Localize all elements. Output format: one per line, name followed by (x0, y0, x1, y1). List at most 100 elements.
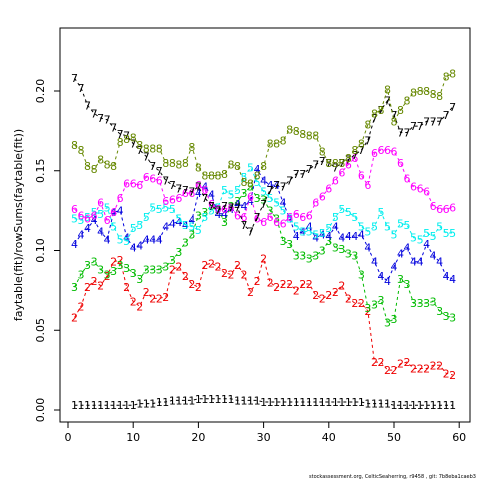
data-point-6: 6 (351, 152, 358, 165)
data-point-7: 7 (156, 165, 163, 178)
data-point-3: 3 (234, 195, 241, 208)
data-point-1: 1 (377, 398, 384, 411)
data-point-6: 6 (247, 190, 254, 203)
data-point-8: 8 (430, 88, 437, 101)
data-point-6: 6 (377, 144, 384, 157)
data-point-4: 4 (84, 222, 91, 235)
data-point-3: 3 (371, 299, 378, 312)
data-point-6: 6 (91, 209, 98, 222)
data-point-5: 5 (247, 162, 254, 175)
data-point-4: 4 (449, 273, 456, 286)
data-point-7: 7 (306, 163, 313, 176)
data-point-2: 2 (84, 281, 91, 294)
data-point-7: 7 (436, 115, 443, 128)
data-point-5: 5 (299, 225, 306, 238)
data-point-5: 5 (195, 224, 202, 237)
data-point-4: 4 (188, 214, 195, 227)
data-point-1: 1 (234, 394, 241, 407)
data-point-8: 8 (306, 130, 313, 143)
data-point-6: 6 (156, 174, 163, 187)
series-line-2 (74, 256, 453, 376)
data-point-4: 4 (156, 233, 163, 246)
data-point-4: 4 (201, 181, 208, 194)
data-point-8: 8 (208, 170, 215, 183)
data-point-4: 4 (214, 208, 221, 221)
data-point-2: 2 (234, 259, 241, 272)
data-point-2: 2 (136, 300, 143, 313)
data-point-4: 4 (247, 195, 254, 208)
data-point-8: 8 (117, 136, 124, 149)
data-point-8: 8 (71, 139, 78, 152)
data-point-5: 5 (84, 211, 91, 224)
data-point-7: 7 (410, 120, 417, 133)
data-point-5: 5 (443, 227, 450, 240)
data-point-1: 1 (84, 399, 91, 412)
y-axis-label: faytable(fit)/rowSums(faytable(fit)) (12, 129, 25, 321)
data-point-2: 2 (358, 297, 365, 310)
data-point-5: 5 (110, 221, 117, 234)
data-point-8: 8 (319, 146, 326, 159)
data-point-1: 1 (351, 396, 358, 409)
data-point-4: 4 (430, 249, 437, 262)
data-point-5: 5 (449, 227, 456, 240)
data-point-3: 3 (136, 273, 143, 286)
data-point-5: 5 (143, 211, 150, 224)
data-point-1: 1 (397, 399, 404, 412)
data-point-5: 5 (423, 227, 430, 240)
data-point-8: 8 (123, 133, 130, 146)
data-point-3: 3 (338, 243, 345, 256)
data-point-3: 3 (364, 302, 371, 315)
data-point-2: 2 (332, 286, 339, 299)
data-point-2: 2 (443, 367, 450, 380)
data-point-1: 1 (423, 399, 430, 412)
data-point-7: 7 (449, 101, 456, 114)
data-point-6: 6 (384, 144, 391, 157)
data-point-8: 8 (417, 85, 424, 98)
data-point-6: 6 (234, 209, 241, 222)
data-point-8: 8 (169, 157, 176, 170)
data-point-1: 1 (338, 396, 345, 409)
data-point-4: 4 (436, 256, 443, 269)
data-point-5: 5 (71, 213, 78, 226)
data-point-8: 8 (143, 142, 150, 155)
data-point-8: 8 (267, 138, 274, 151)
data-point-3: 3 (84, 259, 91, 272)
data-point-6: 6 (391, 146, 398, 159)
data-point-6: 6 (319, 190, 326, 203)
data-point-8: 8 (391, 115, 398, 128)
data-point-6: 6 (267, 211, 274, 224)
data-point-8: 8 (293, 125, 300, 138)
data-point-3: 3 (377, 294, 384, 307)
data-point-8: 8 (195, 162, 202, 175)
data-point-6: 6 (241, 211, 248, 224)
data-point-4: 4 (364, 241, 371, 254)
data-point-1: 1 (156, 396, 163, 409)
data-point-3: 3 (169, 254, 176, 267)
data-point-6: 6 (397, 157, 404, 170)
data-point-5: 5 (430, 230, 437, 243)
data-point-5: 5 (188, 221, 195, 234)
data-point-4: 4 (332, 221, 339, 234)
data-point-5: 5 (293, 221, 300, 234)
data-point-8: 8 (97, 154, 104, 167)
data-point-4: 4 (391, 260, 398, 273)
data-point-6: 6 (280, 217, 287, 230)
data-point-1: 1 (182, 394, 189, 407)
data-point-3: 3 (332, 241, 339, 254)
data-point-4: 4 (195, 187, 202, 200)
data-point-8: 8 (423, 85, 430, 98)
data-point-2: 2 (123, 281, 130, 294)
data-point-1: 1 (430, 399, 437, 412)
data-point-7: 7 (430, 115, 437, 128)
data-point-4: 4 (78, 229, 85, 242)
data-point-1: 1 (123, 399, 130, 412)
data-point-8: 8 (286, 123, 293, 136)
data-point-5: 5 (280, 205, 287, 218)
data-point-6: 6 (325, 182, 332, 195)
data-point-2: 2 (182, 270, 189, 283)
data-point-1: 1 (241, 394, 248, 407)
data-point-7: 7 (188, 185, 195, 198)
data-point-6: 6 (228, 201, 235, 214)
